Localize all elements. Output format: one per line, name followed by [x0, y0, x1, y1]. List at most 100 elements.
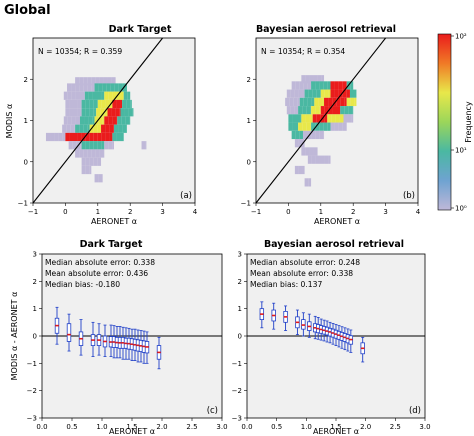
y-tick-label: 1	[247, 117, 251, 125]
heatmap-cell	[89, 132, 94, 142]
x-tick-label: 0.0	[36, 423, 47, 431]
panel-d-x-ticks: 0.0 0.5 1.0 1.5 2.0 2.5 3.0	[241, 418, 431, 431]
heatmap-cell	[338, 81, 343, 90]
heatmap-cell	[83, 77, 88, 86]
panel-b-heatmap-cells	[285, 75, 357, 187]
panel-c-stat-mean-abs: Mean absolute error: 0.436	[45, 269, 148, 278]
heatmap-cell	[65, 99, 70, 109]
heatmap-cell	[307, 97, 312, 107]
heatmap-cell	[124, 108, 129, 117]
heatmap-cell	[293, 97, 298, 107]
x-tick-label: 1.0	[96, 423, 107, 431]
box	[156, 336, 162, 370]
panel-a-title: Dark Target	[109, 24, 172, 35]
heatmap-cell	[115, 108, 120, 117]
heatmap-cell	[85, 108, 90, 117]
heatmap-cell	[77, 99, 82, 109]
heatmap-cell	[84, 91, 85, 100]
heatmap-cell	[116, 99, 121, 109]
heatmap-cell	[95, 149, 100, 158]
heatmap-cell	[323, 81, 328, 90]
box	[102, 324, 108, 357]
colorbar-bar	[437, 33, 452, 211]
panel-a-y-label: MODIS α	[5, 104, 14, 139]
heatmap-cell	[80, 141, 82, 150]
heatmap-cell	[303, 97, 308, 107]
y-tick-label: 1	[238, 305, 242, 313]
heatmap-cell	[75, 77, 80, 86]
y-tick-label: −3	[27, 415, 37, 423]
x-tick-label: 0	[63, 208, 67, 216]
heatmap-cell	[340, 97, 345, 107]
heatmap-cell	[302, 130, 308, 140]
heatmap-cell	[295, 130, 300, 140]
panel-c-title: Dark Target	[80, 239, 143, 250]
heatmap-cell	[112, 116, 117, 125]
y-tick-label: −3	[232, 415, 242, 423]
heatmap-cell	[102, 83, 107, 92]
heatmap-cell	[93, 124, 98, 133]
heatmap-cell	[100, 108, 105, 117]
heatmap-cell	[112, 99, 117, 109]
box	[360, 336, 365, 363]
box	[90, 321, 96, 357]
heatmap-cell	[103, 149, 105, 158]
heatmap-cell	[62, 124, 67, 133]
heatmap-cell	[294, 89, 299, 98]
heatmap-cell	[93, 132, 98, 142]
heatmap-cell	[347, 114, 352, 123]
heatmap-cell	[108, 91, 113, 100]
heatmap-cell	[116, 91, 121, 100]
heatmap-cell	[334, 89, 339, 98]
heatmap-cell	[286, 89, 291, 98]
heatmap-cell	[300, 114, 302, 123]
x-tick-label: −1	[28, 208, 38, 216]
heatmap-cell	[114, 83, 119, 92]
heatmap-cell	[292, 122, 297, 131]
heatmap-cell	[316, 89, 321, 98]
heatmap-cell	[327, 114, 332, 123]
heatmap-cell	[132, 108, 134, 117]
heatmap-cell	[299, 81, 304, 90]
heatmap-cell	[95, 77, 100, 86]
heatmap-cell	[338, 122, 343, 131]
panel-a-dark-target-scatter: Dark Target −1 0 1 2 3 4 −1 0 1 2 N = 10354; R =…	[5, 24, 198, 226]
heatmap-cell	[89, 108, 94, 117]
box	[336, 325, 342, 348]
heatmap-cell	[296, 122, 299, 131]
heatmap-cell	[301, 147, 306, 156]
panel-c-boxes	[54, 306, 162, 370]
panel-d-bayesian-boxplot: Bayesian aerosol retrieval 0.0 0.5 1.0 1.5 2…	[232, 239, 431, 436]
heatmap-cell	[319, 155, 325, 164]
heatmap-cell	[103, 77, 108, 86]
heatmap-cell	[342, 81, 347, 90]
heatmap-cell	[299, 97, 304, 107]
heatmap-cell	[81, 132, 86, 142]
heatmap-cell	[297, 97, 300, 107]
panel-d-label: (d)	[409, 406, 421, 416]
box	[78, 319, 84, 356]
panel-c-dark-target-boxplot: Dark Target 0.0 0.5 1.0 1.5 2.0 2.5 3.0 −3 −2 −1…	[10, 239, 228, 436]
box	[144, 331, 150, 364]
heatmap-cell	[298, 139, 303, 148]
heatmap-cell	[343, 114, 348, 123]
heatmap-cell	[302, 106, 307, 115]
heatmap-cell	[63, 116, 68, 125]
y-tick-label: 0	[247, 158, 251, 166]
heatmap-cell	[342, 122, 347, 131]
heatmap-cell	[294, 106, 299, 115]
x-tick-label: 3	[160, 208, 164, 216]
heatmap-cell	[130, 99, 132, 109]
heatmap-cell	[337, 106, 341, 115]
heatmap-cell	[290, 106, 295, 115]
panel-d-boxes	[259, 301, 365, 363]
colorbar: 10² 10¹ 10⁰ Frequency	[437, 33, 473, 213]
colorbar-tick-label: 10⁰	[455, 205, 467, 213]
heatmap-cell	[305, 147, 310, 156]
heatmap-cell	[72, 141, 77, 150]
panel-b-one-to-one-line	[255, 37, 387, 204]
heatmap-cell	[89, 165, 92, 175]
x-tick-label: 1.5	[330, 423, 341, 431]
x-tick-label: 2	[128, 208, 132, 216]
heatmap-cell	[99, 77, 104, 86]
